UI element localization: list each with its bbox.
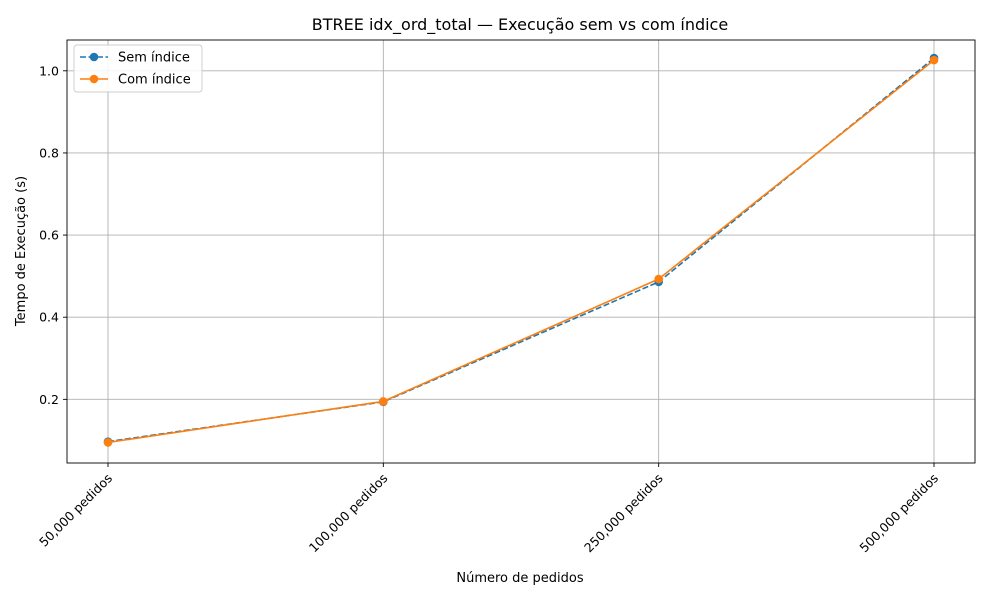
- legend: Sem índice Com índice: [73, 44, 203, 93]
- series-2-point: [654, 274, 663, 284]
- chart-title: BTREE idx_ord_total — Execução sem vs co…: [312, 15, 728, 35]
- legend-marker: [89, 74, 99, 84]
- series-2-line: [107, 59, 935, 444]
- plot-frame: [66, 39, 976, 464]
- series-2-point: [103, 438, 113, 447]
- y-tick-label: 0.6: [39, 228, 59, 243]
- series-2-point: [379, 397, 388, 406]
- y-tick-label: 0.8: [39, 145, 59, 160]
- grid: [67, 40, 975, 463]
- legend-label: Com índice: [118, 73, 191, 88]
- y-axis-label: Tempo de Execução (s): [14, 176, 29, 327]
- y-tick-label: 0.4: [39, 310, 59, 325]
- y-tick-label: 1.0: [39, 63, 59, 78]
- y-tick-label: 0.2: [39, 392, 59, 407]
- legend-label: Sem índice: [118, 51, 190, 66]
- series-2-point: [929, 55, 939, 65]
- x-axis-label: Número de pedidos: [456, 571, 583, 586]
- legend-marker: [89, 52, 99, 62]
- series-layer: [103, 53, 939, 447]
